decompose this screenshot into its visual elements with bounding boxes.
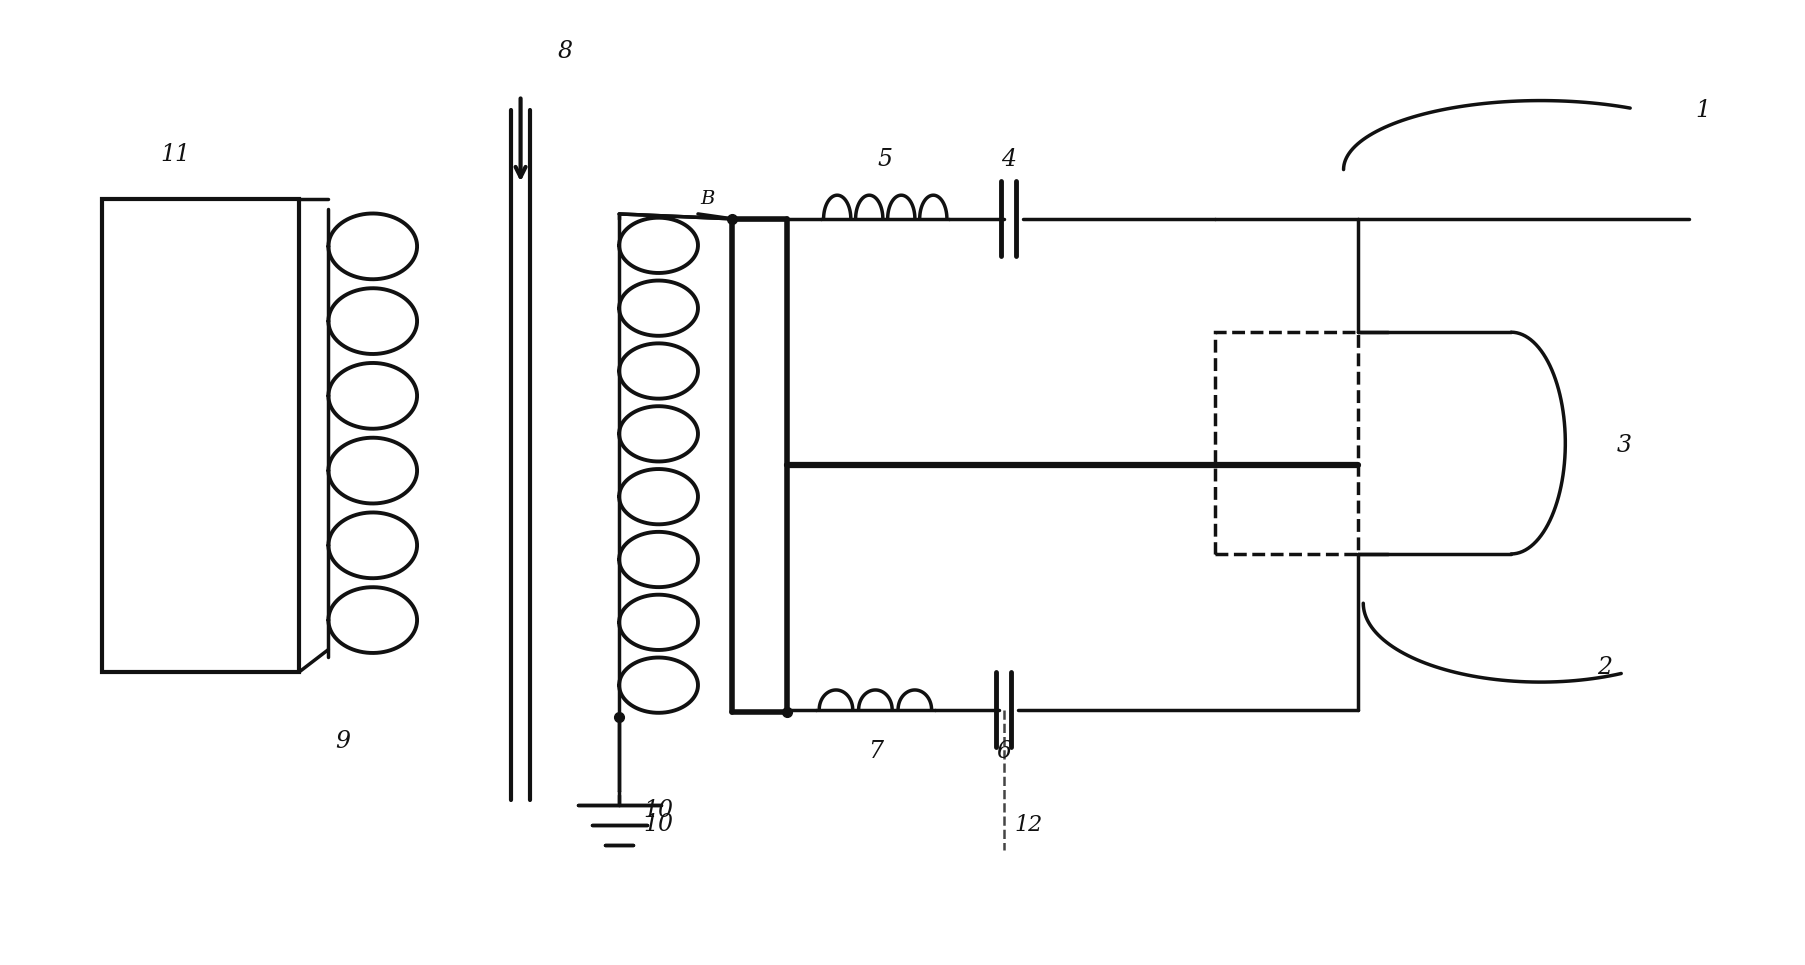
Text: 8: 8 <box>558 40 572 63</box>
Text: 5: 5 <box>877 149 893 171</box>
Text: 2: 2 <box>1597 656 1612 678</box>
Text: 1: 1 <box>1697 99 1711 122</box>
Text: B: B <box>700 190 715 208</box>
Text: 9: 9 <box>336 730 350 753</box>
Text: 12: 12 <box>1014 814 1041 836</box>
Bar <box>101 199 300 673</box>
Bar <box>1215 332 1359 554</box>
Text: 4: 4 <box>1002 149 1016 171</box>
Text: 10: 10 <box>644 799 673 822</box>
Text: 10: 10 <box>644 813 673 837</box>
Text: 3: 3 <box>1617 434 1632 457</box>
Text: 6: 6 <box>996 739 1011 762</box>
Text: 11: 11 <box>161 143 191 166</box>
Text: 7: 7 <box>868 739 883 762</box>
